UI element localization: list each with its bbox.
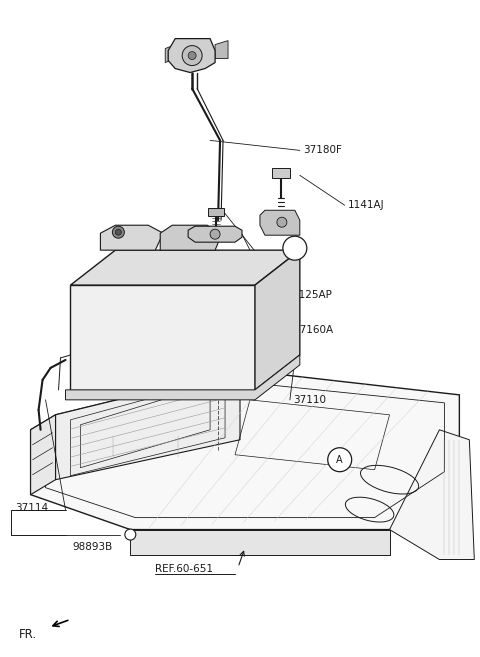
Text: 37180F: 37180F bbox=[303, 145, 342, 155]
Polygon shape bbox=[208, 208, 224, 216]
Text: 1125AP: 1125AP bbox=[293, 290, 333, 300]
Circle shape bbox=[328, 448, 352, 472]
Polygon shape bbox=[31, 415, 56, 495]
Circle shape bbox=[115, 229, 121, 235]
Polygon shape bbox=[100, 225, 163, 250]
Text: FR.: FR. bbox=[19, 628, 37, 641]
Polygon shape bbox=[165, 45, 175, 62]
Polygon shape bbox=[390, 430, 474, 560]
Circle shape bbox=[112, 226, 124, 238]
Polygon shape bbox=[260, 210, 300, 235]
Circle shape bbox=[277, 217, 287, 227]
Text: A: A bbox=[336, 455, 343, 464]
Text: 37114: 37114 bbox=[16, 503, 49, 512]
Polygon shape bbox=[71, 250, 300, 285]
Text: 1141AJ: 1141AJ bbox=[348, 200, 384, 210]
Text: 37110: 37110 bbox=[293, 395, 326, 405]
Polygon shape bbox=[255, 250, 300, 390]
Polygon shape bbox=[56, 370, 240, 480]
Polygon shape bbox=[188, 226, 242, 242]
Polygon shape bbox=[168, 39, 215, 72]
Polygon shape bbox=[130, 530, 390, 555]
Text: 37160A: 37160A bbox=[293, 325, 333, 335]
Text: REF.60-651: REF.60-651 bbox=[155, 564, 213, 574]
Polygon shape bbox=[272, 168, 290, 178]
Circle shape bbox=[182, 45, 202, 66]
Circle shape bbox=[188, 52, 196, 60]
Polygon shape bbox=[71, 285, 255, 390]
Text: 98893B: 98893B bbox=[72, 541, 113, 551]
Circle shape bbox=[210, 229, 220, 239]
Polygon shape bbox=[215, 41, 228, 58]
Polygon shape bbox=[31, 370, 459, 530]
Circle shape bbox=[283, 237, 307, 260]
Polygon shape bbox=[160, 225, 222, 250]
Text: A: A bbox=[291, 243, 298, 253]
Circle shape bbox=[125, 529, 136, 540]
Polygon shape bbox=[65, 355, 300, 400]
